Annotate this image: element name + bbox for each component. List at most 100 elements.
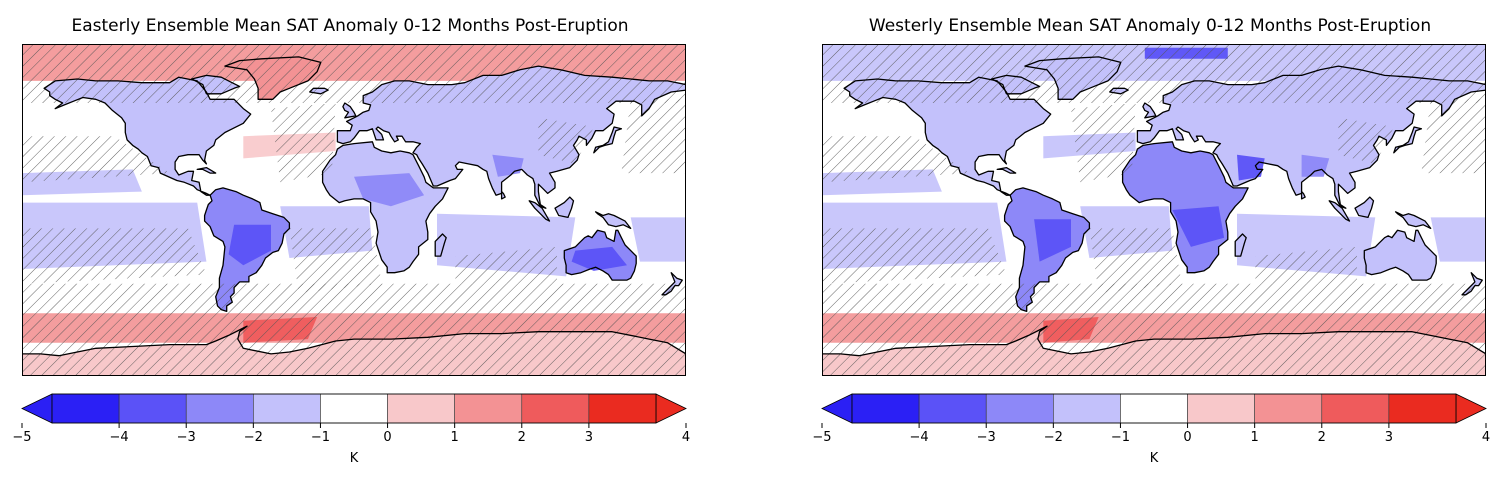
land-anomaly-british-isles <box>1142 103 1156 118</box>
coastline-iceland <box>309 87 329 95</box>
significance-hatching-8 <box>538 117 594 164</box>
anomaly-core-2 <box>1237 154 1265 181</box>
coastline-borneo <box>1354 196 1375 219</box>
colorbar-frame <box>851 393 1457 424</box>
coastline-madagascar <box>1234 233 1247 257</box>
coastline-new-guinea <box>594 211 632 230</box>
coastline-japan <box>1393 126 1423 154</box>
map-panel-westerly: Westerly Ensemble Mean SAT Anomaly 0-12 … <box>800 0 1500 481</box>
significance-hatching-0 <box>22 44 686 103</box>
map-frame <box>822 44 1486 376</box>
colorbar-segment <box>851 393 920 424</box>
significance-hatching-5 <box>455 246 557 284</box>
coastline-africa <box>1121 141 1249 274</box>
colorbar-segment <box>185 393 254 424</box>
significance-hatching-6 <box>822 283 1486 376</box>
coastline-baffin-island <box>991 74 1041 95</box>
significance-hatching-3 <box>822 228 1007 284</box>
coastline-sumatra <box>528 200 551 222</box>
land-anomaly-africa <box>1122 141 1249 273</box>
land-anomaly-new-zealand <box>1462 272 1483 295</box>
coastline-antarctica <box>822 325 1486 376</box>
colorbar-tick-label: 4 <box>682 430 690 445</box>
anomaly-map <box>822 44 1486 376</box>
colorbar-segment <box>118 393 187 424</box>
significance-hatching-7 <box>1421 99 1486 174</box>
significance-hatching-0 <box>822 44 1486 103</box>
significance-hatching-5 <box>1255 246 1357 284</box>
colorbar-segment <box>1388 393 1457 424</box>
colorbar-segment <box>1187 393 1255 424</box>
coastline-eurasia <box>336 65 686 209</box>
coastline-madagascar <box>434 233 447 257</box>
significance-hatching-6 <box>22 283 686 376</box>
coastline-greenland <box>1024 56 1122 100</box>
colorbar-unit-label: K <box>1149 451 1159 466</box>
colorbar-tick-label: −1 <box>1111 430 1130 445</box>
significance-hatching-7 <box>621 99 686 174</box>
colorbar-segment <box>1120 393 1188 424</box>
land-anomaly-africa <box>322 141 449 273</box>
anomaly-core-0 <box>1034 219 1071 262</box>
land-anomaly-new-guinea <box>595 211 631 229</box>
significance-hatching-4 <box>289 228 382 293</box>
colorbar-tick-label: 3 <box>1385 430 1393 445</box>
anomaly-field-sw-pacific <box>630 217 686 262</box>
land-anomaly-british-isles <box>342 103 356 118</box>
map-panel-easterly: Easterly Ensemble Mean SAT Anomaly 0-12 … <box>0 0 700 481</box>
chart-title: Westerly Ensemble Mean SAT Anomaly 0-12 … <box>868 16 1432 36</box>
colorbar-tick-label: 2 <box>518 430 526 445</box>
colorbar-tick-label: 1 <box>451 430 459 445</box>
significance-hatching-1 <box>22 136 170 183</box>
colorbar-segment <box>918 393 987 424</box>
significance-hatching-3 <box>22 228 207 284</box>
colorbar-tick-label: −2 <box>244 430 263 445</box>
anomaly-map <box>22 44 686 376</box>
colorbar-unit-label: K <box>349 451 359 466</box>
coastline-south-america <box>203 187 291 313</box>
colorbar: −5 −4 −3 −2 −1 0 1 2 3 4 <box>12 393 690 445</box>
map-frame <box>22 44 686 376</box>
coastline-cuba <box>996 166 1017 174</box>
colorbar-tick-label: −4 <box>110 430 129 445</box>
colorbar-tick-label: 1 <box>1251 430 1259 445</box>
coastline-sumatra <box>1328 200 1351 222</box>
significance-hatching-2 <box>1071 103 1136 183</box>
land-anomaly-borneo <box>1355 197 1374 218</box>
land-anomaly-new-zealand <box>662 272 683 295</box>
land-anomaly-north-america <box>44 77 251 196</box>
anomaly-core-3 <box>354 173 425 207</box>
colorbar-frame <box>51 393 657 424</box>
coastline-north-america <box>843 76 1052 196</box>
land-anomaly-australia <box>1364 230 1437 281</box>
coastline-british-isles <box>342 102 357 119</box>
land-anomaly-sumatra <box>529 200 550 222</box>
coastline-baffin-island <box>191 74 241 95</box>
colorbar-tick-label: 3 <box>585 430 593 445</box>
coastline-sri-lanka <box>1300 190 1306 200</box>
colorbar-segment <box>1053 393 1121 424</box>
colorbar-tick-label: 0 <box>1183 430 1191 445</box>
land-anomaly-new-guinea <box>1395 211 1431 229</box>
colorbar-segment <box>985 393 1054 424</box>
coastline-new-zealand <box>661 272 683 296</box>
colorbar-segment <box>320 393 388 424</box>
colorbar-tick-label: −1 <box>311 430 330 445</box>
colorbar-tick-label: 0 <box>383 430 391 445</box>
coastline-british-isles <box>1142 102 1157 119</box>
significance-hatching-8 <box>1338 117 1394 164</box>
colorbar-segment <box>253 393 321 424</box>
anomaly-core-1 <box>1172 206 1225 247</box>
colorbar-segment <box>51 393 120 424</box>
colorbar-extend-min <box>21 393 53 424</box>
anomaly-field-sw-pacific <box>1430 217 1486 262</box>
colorbar-tick-label: 2 <box>1318 430 1326 445</box>
anomaly-core-1 <box>571 246 627 271</box>
land-anomaly-borneo <box>555 197 574 218</box>
colorbar-segment <box>1254 393 1323 424</box>
significance-hatching-2 <box>271 103 336 183</box>
colorbar-tick-label: −3 <box>977 430 996 445</box>
coastline-south-america <box>1003 187 1091 313</box>
coastline-iceland <box>1109 87 1129 95</box>
colorbar-tick-label: −5 <box>12 430 31 445</box>
